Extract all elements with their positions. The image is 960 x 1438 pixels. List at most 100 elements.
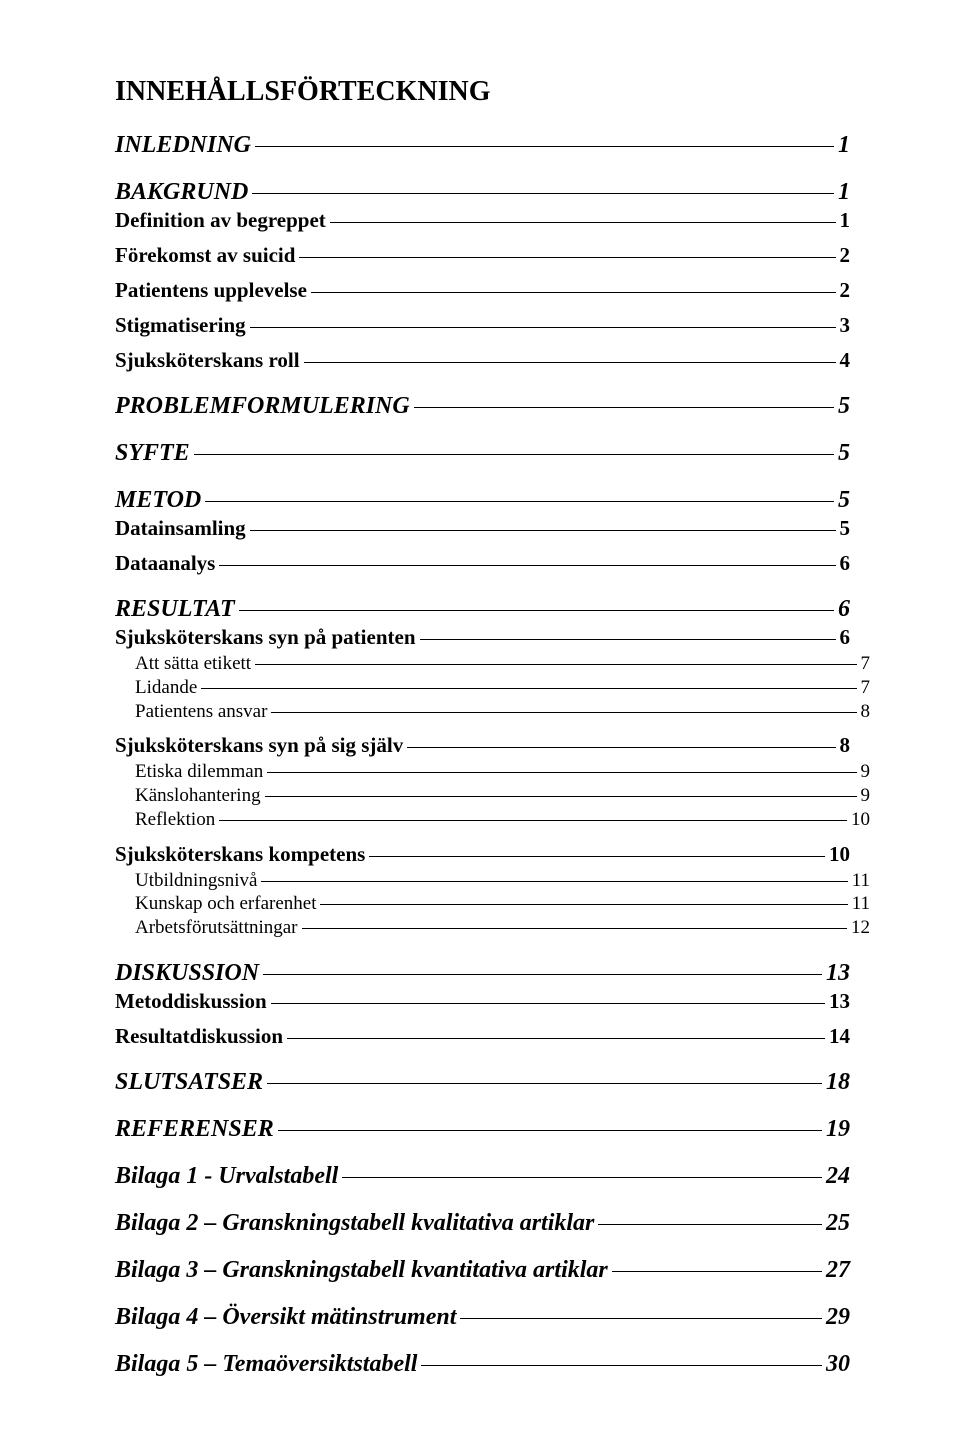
toc-leader-line <box>255 146 834 147</box>
toc-entry-label: Bilaga 2 – Granskningstabell kvalitativa… <box>115 1210 594 1237</box>
page: INNEHÅLLSFÖRTECKNING INLEDNING1BAKGRUND1… <box>0 0 960 1438</box>
toc-leader-line <box>278 1130 822 1131</box>
toc-entry-label: Sjuksköterskans kompetens <box>115 842 365 867</box>
toc-entry-label: Förekomst av suicid <box>115 243 295 268</box>
toc-leader-line <box>342 1177 822 1178</box>
toc-entry-label: Patientens upplevelse <box>115 278 307 303</box>
toc-entry-page: 1 <box>838 132 850 159</box>
toc-entry-page: 1 <box>840 208 851 233</box>
toc-leader-line <box>612 1271 822 1272</box>
toc-entry: Stigmatisering3 <box>115 313 850 338</box>
toc-entry: Bilaga 3 – Granskningstabell kvantitativ… <box>115 1257 850 1284</box>
toc-entry: Lidande7 <box>135 676 870 700</box>
toc-entry-label: Etiska dilemman <box>135 760 263 784</box>
toc-entry-page: 2 <box>840 278 851 303</box>
toc-entry-label: Sjuksköterskans syn på sig själv <box>115 733 403 758</box>
toc-entry-page: 18 <box>826 1069 850 1096</box>
toc-entry-label: METOD <box>115 487 201 514</box>
toc-entry: Metoddiskussion13 <box>115 989 850 1014</box>
toc-entries: INLEDNING1BAKGRUND1Definition av begrepp… <box>115 132 850 1378</box>
toc-entry: Definition av begreppet 1 <box>115 208 850 233</box>
toc-entry-label: SYFTE <box>115 440 190 467</box>
toc-entry: Förekomst av suicid 2 <box>115 243 850 268</box>
toc-entry: Sjuksköterskans syn på sig själv 8 <box>115 733 850 758</box>
toc-entry-page: 2 <box>840 243 851 268</box>
toc-leader-line <box>265 796 857 797</box>
toc-entry-label: DISKUSSION <box>115 960 259 987</box>
toc-entry: RESULTAT 6 <box>115 596 850 623</box>
toc-entry-page: 12 <box>851 916 870 940</box>
toc-leader-line <box>302 928 847 929</box>
toc-entry-label: PROBLEMFORMULERING <box>115 393 410 420</box>
toc-entry-page: 13 <box>829 989 850 1014</box>
toc-leader-line <box>598 1224 822 1225</box>
toc-entry: Bilaga 1 - Urvalstabell24 <box>115 1163 850 1190</box>
toc-entry-label: Utbildningsnivå <box>135 869 257 893</box>
toc-entry-label: SLUTSATSER <box>115 1069 263 1096</box>
toc-entry: Kunskap och erfarenhet11 <box>135 892 870 916</box>
toc-entry: Datainsamling5 <box>115 516 850 541</box>
toc-entry-label: Sjuksköterskans syn på patienten <box>115 625 416 650</box>
toc-entry-label: Att sätta etikett <box>135 652 251 676</box>
toc-leader-line <box>194 454 834 455</box>
toc-entry-page: 30 <box>826 1351 850 1378</box>
toc-entry-page: 5 <box>838 440 850 467</box>
toc-leader-line <box>304 362 836 363</box>
toc-entry-page: 6 <box>838 596 850 623</box>
toc-entry-page: 10 <box>851 808 870 832</box>
toc-leader-line <box>267 1083 822 1084</box>
toc-entry-label: REFERENSER <box>115 1116 274 1143</box>
toc-leader-line <box>320 904 847 905</box>
toc-entry: Att sätta etikett 7 <box>135 652 870 676</box>
toc-entry: Sjuksköterskans kompetens10 <box>115 842 850 867</box>
toc-entry: Reflektion 10 <box>135 808 870 832</box>
toc-entry-page: 9 <box>861 784 871 808</box>
toc-entry-label: Sjuksköterskans roll <box>115 348 300 373</box>
toc-leader-line <box>287 1038 825 1039</box>
toc-entry: Arbetsförutsättningar12 <box>135 916 870 940</box>
toc-leader-line <box>239 610 834 611</box>
toc-entry-label: Bilaga 1 - Urvalstabell <box>115 1163 338 1190</box>
toc-leader-line <box>219 565 835 566</box>
toc-entry-label: Datainsamling <box>115 516 246 541</box>
toc-leader-line <box>201 688 856 689</box>
toc-entry: SYFTE 5 <box>115 440 850 467</box>
toc-entry: Patientens upplevelse 2 <box>115 278 850 303</box>
toc-leader-line <box>330 222 836 223</box>
toc-leader-line <box>252 193 834 194</box>
toc-entry-page: 6 <box>840 551 851 576</box>
toc-leader-line <box>369 856 825 857</box>
toc-entry: Bilaga 4 – Översikt mätinstrument29 <box>115 1304 850 1331</box>
toc-entry-label: Patientens ansvar <box>135 700 267 724</box>
toc-entry-page: 11 <box>852 892 870 916</box>
toc-entry-page: 9 <box>861 760 871 784</box>
toc-entry: Sjuksköterskans syn på patienten6 <box>115 625 850 650</box>
toc-entry: Sjuksköterskans roll 4 <box>115 348 850 373</box>
toc-entry-label: Dataanalys <box>115 551 215 576</box>
toc-entry-page: 27 <box>826 1257 850 1284</box>
toc-entry-label: Definition av begreppet <box>115 208 326 233</box>
toc-entry-label: Bilaga 3 – Granskningstabell kvantitativ… <box>115 1257 608 1284</box>
toc-entry-page: 4 <box>840 348 851 373</box>
toc-entry: Känslohantering9 <box>135 784 870 808</box>
toc-entry-page: 1 <box>838 179 850 206</box>
toc-entry: REFERENSER19 <box>115 1116 850 1143</box>
toc-entry: SLUTSATSER 18 <box>115 1069 850 1096</box>
toc-leader-line <box>421 1365 822 1366</box>
toc-leader-line <box>267 772 856 773</box>
toc-entry-page: 7 <box>861 652 871 676</box>
toc-entry-label: BAKGRUND <box>115 179 248 206</box>
toc-leader-line <box>250 327 836 328</box>
toc-entry: Patientens ansvar8 <box>135 700 870 724</box>
toc-entry-label: RESULTAT <box>115 596 235 623</box>
toc-entry-page: 14 <box>829 1024 850 1049</box>
toc-leader-line <box>219 820 847 821</box>
toc-entry-page: 25 <box>826 1210 850 1237</box>
toc-entry-label: Resultatdiskussion <box>115 1024 283 1049</box>
toc-entry-label: Reflektion <box>135 808 215 832</box>
toc-entry: Bilaga 5 – Temaöversiktstabell30 <box>115 1351 850 1378</box>
toc-leader-line <box>261 881 847 882</box>
toc-entry: DISKUSSION13 <box>115 960 850 987</box>
toc-entry-page: 8 <box>840 733 851 758</box>
toc-entry-page: 5 <box>838 487 850 514</box>
